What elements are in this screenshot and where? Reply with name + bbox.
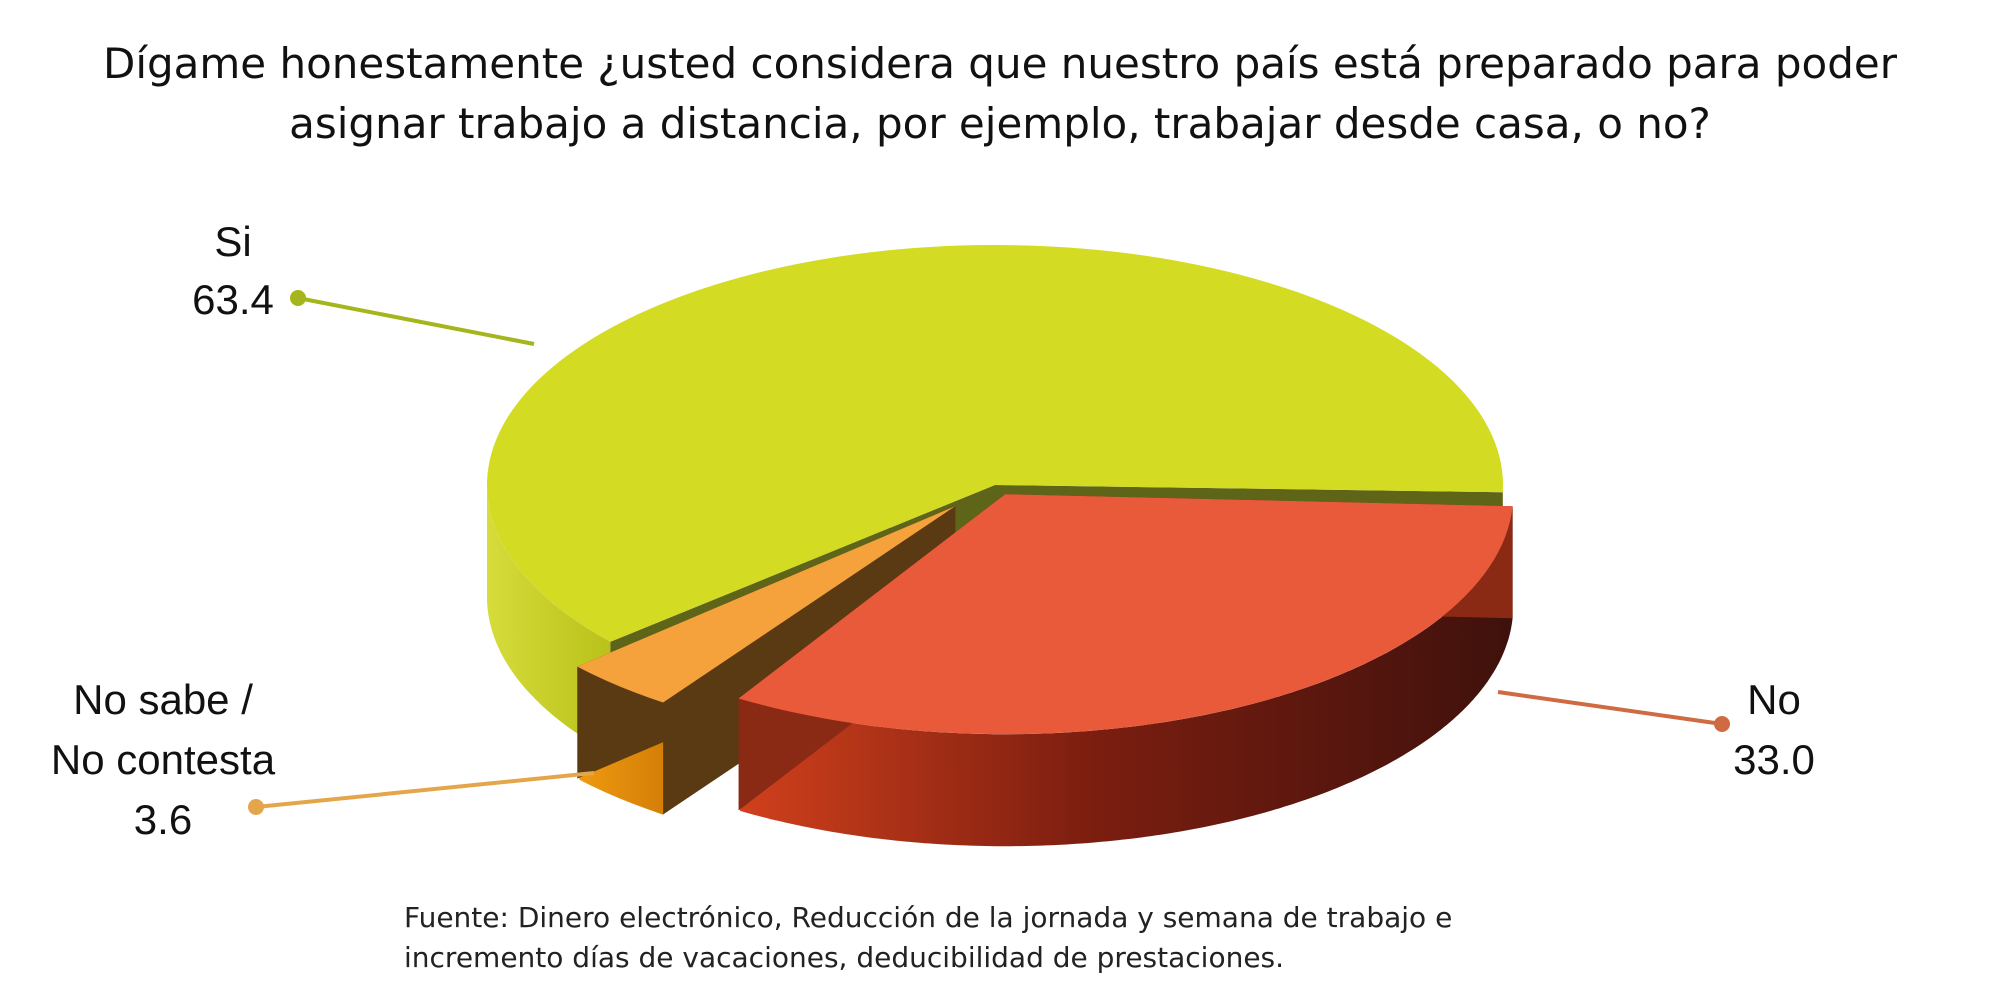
chart-title: Dígame honestamente ¿usted considera que… xyxy=(0,34,2000,154)
leader-dot-no xyxy=(1714,716,1730,732)
slice-top-no xyxy=(738,494,1513,735)
source-note: Fuente: Dinero electrónico, Reducción de… xyxy=(404,898,1704,978)
source-line-1: Fuente: Dinero electrónico, Reducción de… xyxy=(404,901,1453,934)
leader-dot-si xyxy=(290,290,306,306)
slice-label-no: No xyxy=(1747,676,1801,723)
slice-label-nsnc-line-2: No contesta xyxy=(51,736,276,783)
leader-line-no xyxy=(1497,690,1723,726)
slice-value-si: 63.4 xyxy=(192,276,274,323)
slice-top-nsnc xyxy=(577,506,956,703)
leader-dot-nsnc xyxy=(248,799,264,815)
slices-layer xyxy=(248,244,1730,847)
leader-line-nsnc xyxy=(255,771,595,809)
slice-value-nsnc: 3.6 xyxy=(134,796,192,843)
slice-cut-nsnc-1 xyxy=(577,506,956,779)
slice-label-si: Si xyxy=(214,218,251,265)
labels-layer: Si 63.4 No 33.0 No sabe / No contesta 3.… xyxy=(51,218,1815,843)
chart-title-line-1: Dígame honestamente ¿usted considera que… xyxy=(102,39,1898,88)
slice-label-nsnc-line-1: No sabe / xyxy=(73,676,253,723)
chart-title-line-2: asignar trabajo a distancia, por ejemplo… xyxy=(289,99,1711,148)
source-line-2: incremento días de vacaciones, deducibil… xyxy=(404,941,1285,974)
slice-top-si xyxy=(486,244,1503,642)
slice-value-no: 33.0 xyxy=(1733,736,1815,783)
leader-line-si xyxy=(297,296,535,346)
slice-side-no xyxy=(740,506,1513,847)
